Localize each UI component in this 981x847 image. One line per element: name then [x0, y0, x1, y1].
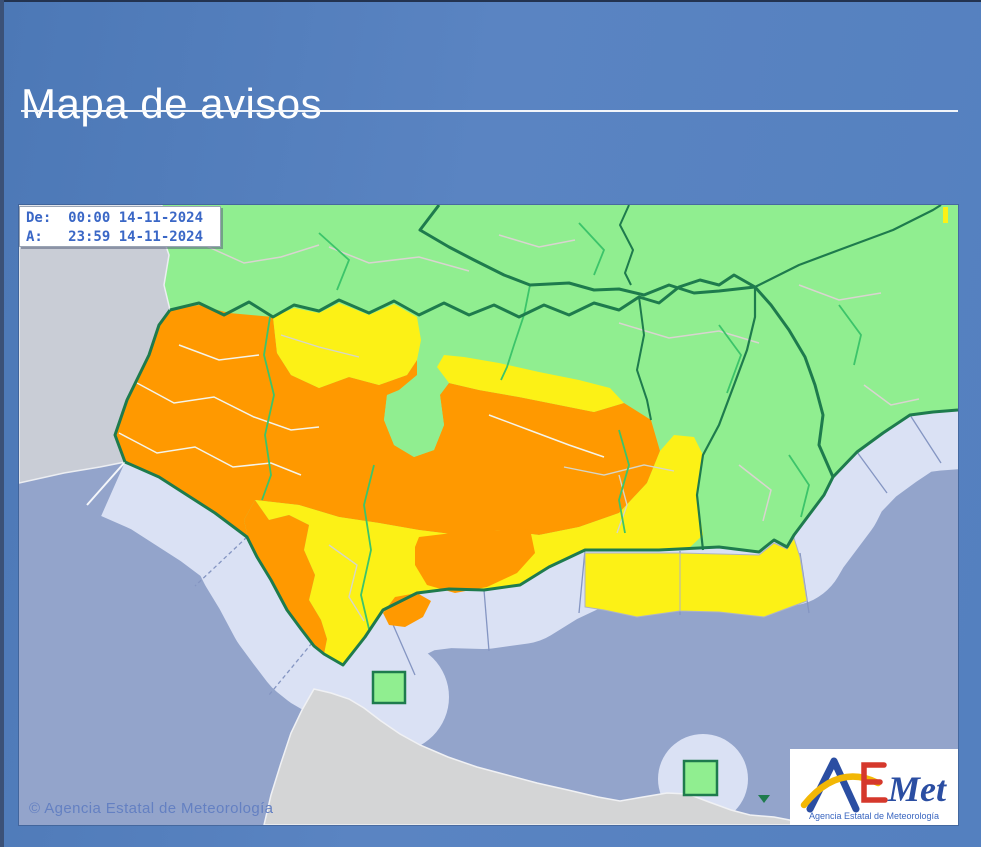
region-orange-malaga: [415, 529, 535, 593]
andalucia-murcia-border: [753, 286, 835, 478]
clm-murcia-border: [754, 205, 942, 288]
warning-map: De: 00:00 14-11-2024 A: 23:59 14-11-2024 …: [19, 205, 958, 825]
province-borders: [113, 205, 958, 667]
melilla-warning-square: [682, 759, 719, 797]
validity-date-box: De: 00:00 14-11-2024 A: 23:59 14-11-2024: [19, 206, 221, 247]
coastline-border: [124, 408, 958, 667]
region-yellow-sierra-norte: [273, 303, 421, 388]
window-left-edge: [0, 0, 4, 847]
validity-to: A: 23:59 14-11-2024: [26, 229, 204, 245]
jaen-granada-border: [636, 296, 652, 421]
aemet-logo: Met Agencia Estatal de Meteorología: [790, 749, 958, 825]
comarca-lines-on-yellow: [280, 334, 675, 622]
page-title: Mapa de avisos: [21, 80, 323, 128]
ceuta-warning-square: [371, 670, 407, 705]
logo-letter-e: [861, 762, 888, 803]
aemet-logo-image: Met Agencia Estatal de Meteorología: [800, 757, 947, 821]
window-top-edge: [0, 0, 981, 2]
region-orange-cadiz-coast: [244, 500, 327, 654]
comarca-lines-on-orange: [118, 344, 605, 476]
region-orange-strait: [383, 593, 431, 627]
copyright-text: © Agencia Estatal de Meteorología: [29, 800, 274, 817]
coastal-warning-segment-west: [584, 552, 681, 618]
validity-from: De: 00:00 14-11-2024: [26, 210, 204, 226]
region-orange-west: [115, 305, 660, 538]
granada-almeria-border: [695, 287, 757, 551]
logo-letter-a: [806, 757, 860, 813]
coastal-warning-segment-east: [679, 536, 808, 618]
title-underline: [21, 110, 958, 112]
portugal-waters-divider: [86, 461, 126, 506]
andalucia-north-border: [169, 273, 756, 319]
river-lines: [203, 234, 920, 522]
region-green-wedge: [384, 389, 444, 457]
comarca-borders: [261, 222, 862, 630]
morocco-land: [263, 688, 801, 825]
region-yellow-ne-sliver: [943, 207, 948, 223]
small-island-marker: [758, 795, 770, 803]
region-yellow-north-band: [437, 355, 624, 412]
logo-subtext: Agencia Estatal de Meteorología: [809, 811, 939, 821]
logo-letters-met: Met: [887, 769, 947, 809]
extremadura-clm-border: [418, 205, 756, 297]
portugal-andalucia-border: [113, 309, 172, 463]
warning-map-image: [19, 205, 958, 825]
badajoz-cr-border: [619, 205, 634, 286]
